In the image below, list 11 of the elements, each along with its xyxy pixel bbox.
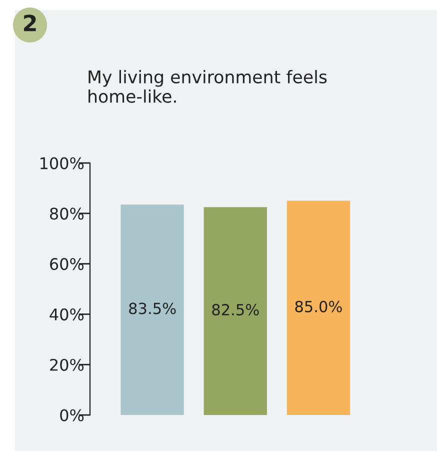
chart-title: My living environment feels home-like. <box>88 70 327 103</box>
data-label: 82.5% <box>212 304 259 316</box>
text: 2 <box>24 14 36 32</box>
y-tick-label: 60% <box>50 258 84 270</box>
data-label: 85.0% <box>295 300 342 312</box>
y-tick-label: 100% <box>40 157 84 170</box>
y-tick-label: 40% <box>50 308 84 320</box>
y-tick-label: 80% <box>50 208 84 220</box>
y-tick-label: 0% <box>60 409 84 422</box>
y-tick-label: 20% <box>50 358 84 371</box>
data-label: 83.5% <box>129 302 176 314</box>
